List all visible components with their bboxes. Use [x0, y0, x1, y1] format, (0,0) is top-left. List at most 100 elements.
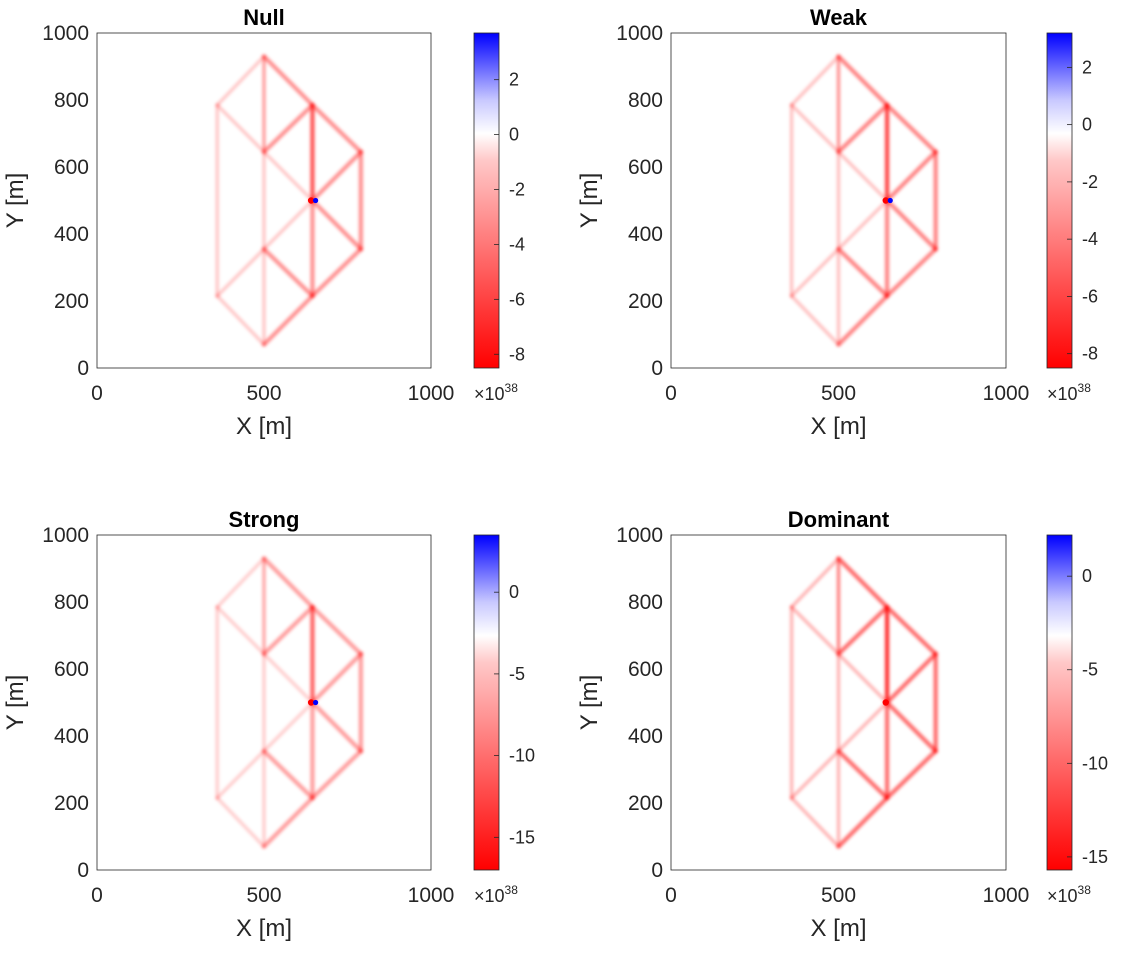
network-edge-AC: [836, 556, 890, 610]
colorbar-tick-label: -5: [509, 664, 525, 684]
x-tick-label: 500: [246, 382, 281, 405]
x-tick-label: 1000: [983, 382, 1030, 405]
y-tick-label: 600: [54, 156, 89, 179]
y-tick-label: 1000: [616, 524, 663, 547]
network-edge-IK: [790, 796, 840, 849]
network-edge-FH: [885, 700, 938, 754]
network-edge-JK: [262, 795, 315, 849]
colorbar-tick-label: -8: [1082, 344, 1098, 364]
y-axis-label: Y [m]: [576, 173, 603, 229]
colorbar-exponent: ×1038: [474, 883, 518, 906]
network-edge-CE: [885, 103, 938, 154]
colorbar-tick-label: -8: [509, 344, 525, 364]
network-edge-DC: [262, 605, 315, 656]
y-tick-label: 200: [54, 290, 89, 313]
colorbar-tick-label: -10: [1082, 753, 1108, 773]
x-tick-label: 500: [821, 884, 856, 907]
colorbar-tick-label: -4: [509, 234, 525, 254]
network-edge-AB: [790, 556, 840, 609]
network-edge-AB: [215, 54, 266, 107]
chart-title: Dominant: [788, 507, 890, 532]
chart-panel-weak: Weak 0 500 1000 0 200 400 600 800 1000 X [m] Y [m] 2…: [576, 5, 1098, 440]
colorbar-tick-label: -6: [509, 289, 525, 309]
network-edge-AB: [790, 54, 840, 107]
x-tick-label: 1000: [408, 884, 455, 907]
chart-panel-null: Null 0 500 1000 0 200 400 600 800 1000 X [m] Y [m] 2…: [2, 5, 525, 440]
x-tick-label: 0: [665, 382, 677, 405]
colorbar-tick-label: 0: [1082, 115, 1092, 135]
colorbar-gradient: [1046, 32, 1073, 369]
colorbar-tick-label: -6: [1082, 286, 1098, 306]
hotspot-negative: [882, 197, 889, 204]
colorbar: 2 0 -2 -4 -6 -8 ×1038: [1046, 32, 1098, 404]
network-edge-GJ: [836, 749, 890, 800]
network-edge-IG: [215, 247, 266, 298]
network-edge-GJ: [262, 247, 315, 298]
chart-panel-dominant: Dominant 0 500 1000 0 200 400 600 800 1000 X [m] Y …: [576, 507, 1108, 942]
colorbar-tick-label: 0: [509, 125, 519, 145]
network-edge-HJ: [885, 247, 938, 298]
colorbar-exponent: ×1038: [474, 381, 518, 404]
colorbar-tick-label: 2: [1082, 57, 1092, 77]
colorbar-tick-label: -10: [509, 746, 535, 766]
network-edge-IK: [790, 294, 840, 347]
x-tick-label: 0: [91, 382, 103, 405]
colorbar-gradient: [473, 534, 500, 871]
network-edge-HJ: [310, 247, 363, 298]
y-tick-label: 400: [54, 223, 89, 246]
y-tick-label: 800: [54, 89, 89, 112]
x-tick-label: 0: [91, 884, 103, 907]
network-edge-HJ: [310, 749, 363, 800]
network-edge-AB: [215, 556, 266, 609]
y-tick-label: 0: [77, 859, 89, 882]
network-edge-EF: [885, 651, 938, 705]
network-edge-EF: [310, 651, 363, 705]
chart-title: Null: [243, 5, 285, 30]
y-tick-label: 1000: [42, 22, 89, 45]
colorbar-tick-label: 2: [509, 70, 519, 90]
network-edge-CE: [310, 605, 363, 656]
colorbar-tick-label: -5: [1082, 660, 1098, 680]
network-edge-BD: [790, 103, 840, 154]
network-edge-GJ: [262, 749, 315, 800]
hotspot-positive: [313, 197, 319, 204]
y-axis-label: Y [m]: [2, 173, 29, 229]
x-axis-label: X [m]: [236, 413, 292, 440]
y-tick-label: 200: [628, 290, 663, 313]
network-edge-IG: [790, 247, 840, 298]
hotspot-positive: [313, 699, 319, 706]
x-tick-label: 500: [246, 884, 281, 907]
network-edge-BD: [215, 605, 266, 656]
x-axis-label: X [m]: [236, 915, 292, 942]
hotspot-positive: [887, 197, 893, 204]
network-edge-FG: [837, 701, 889, 753]
network-layer: [215, 556, 363, 849]
y-tick-label: 0: [651, 859, 663, 882]
network-edge-CE: [310, 103, 363, 154]
colorbar: 0 -5 -10 -15 ×1038: [473, 534, 535, 906]
colorbar-exponent: ×1038: [1047, 381, 1091, 404]
network-edge-HJ: [885, 749, 938, 800]
network-edge-EF: [310, 149, 363, 203]
network-edge-IG: [215, 749, 266, 800]
colorbar: 0 -5 -10 -15 ×1038: [1046, 534, 1108, 906]
y-tick-label: 200: [54, 792, 89, 815]
network-edge-FG: [262, 701, 314, 753]
y-axis-label: Y [m]: [2, 675, 29, 731]
colorbar-gradient: [473, 32, 500, 369]
hotspot-negative: [307, 699, 315, 706]
network-edge-DF: [262, 150, 314, 202]
network-edge-DC: [262, 103, 315, 154]
network-edge-BD: [790, 605, 840, 656]
x-axis-label: X [m]: [810, 915, 866, 942]
y-tick-label: 800: [628, 591, 663, 614]
network-edge-FH: [885, 198, 938, 252]
network-edge-DC: [836, 103, 890, 154]
network-edge-FG: [837, 199, 889, 251]
network-edge-JK: [836, 293, 890, 347]
y-tick-label: 800: [54, 591, 89, 614]
network-edge-GJ: [836, 247, 890, 298]
network-edge-FH: [310, 700, 363, 754]
network-edge-JK: [836, 795, 890, 849]
